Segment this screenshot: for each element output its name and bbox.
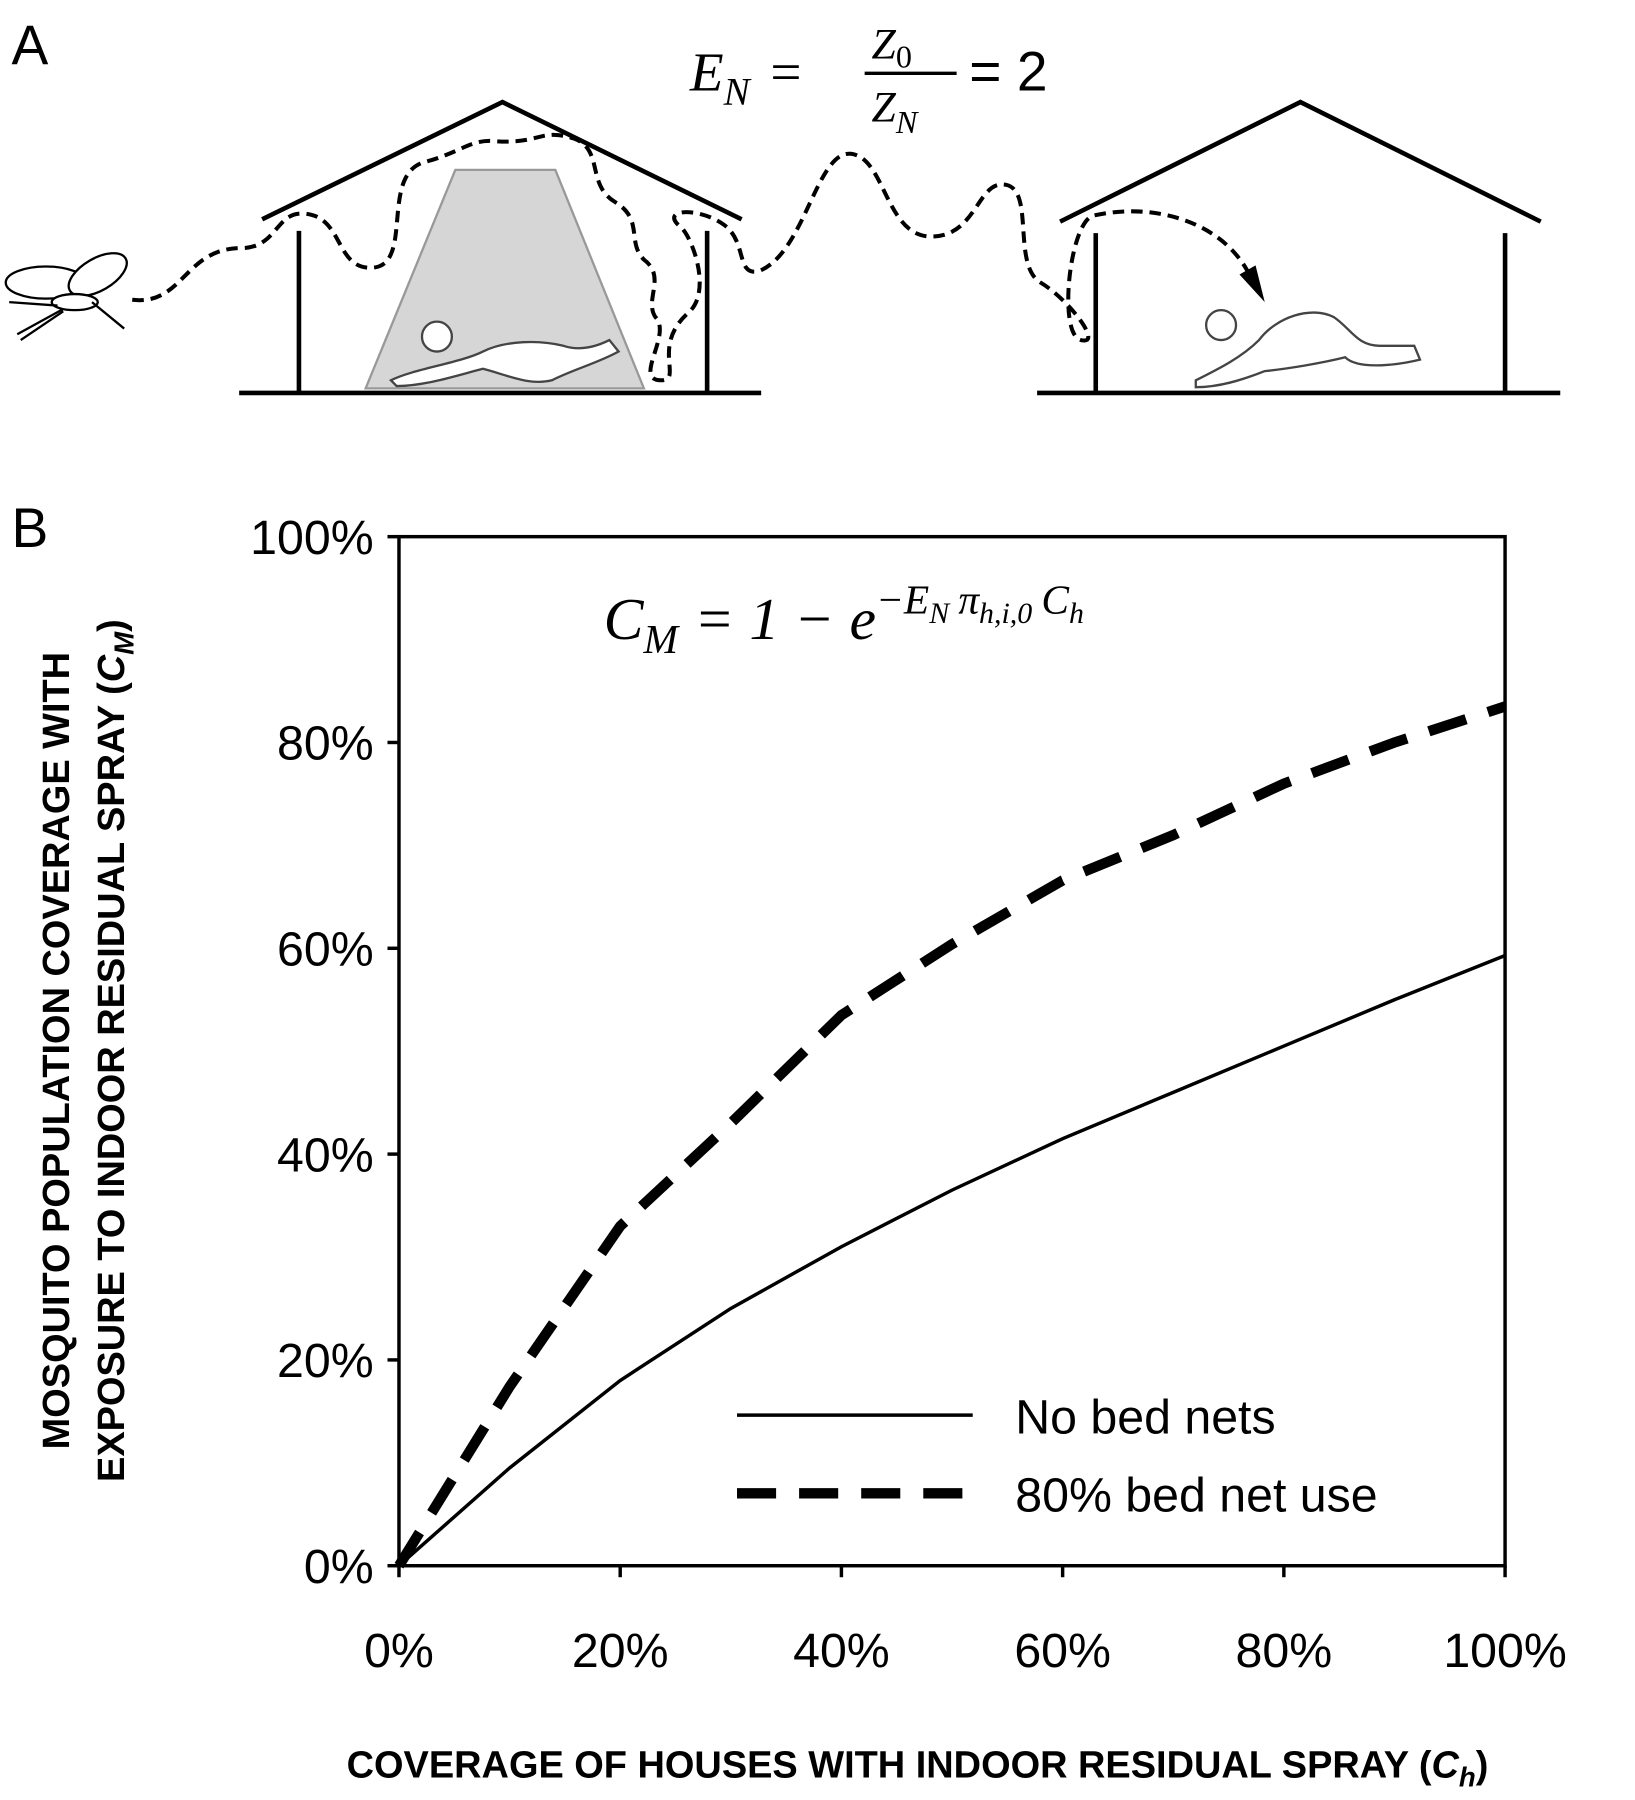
formula-part: h (1069, 597, 1084, 630)
equation-lhs: EN = (689, 42, 802, 114)
axis-label-part: h (1459, 1761, 1476, 1792)
equation-den: ZN (872, 84, 919, 140)
series-line (394, 701, 1507, 1569)
x-tick-label: 100% (1443, 1624, 1567, 1678)
eq-part: = (770, 42, 801, 103)
formula: CM = 1 − e−EN πh,i,0 Ch (604, 577, 1084, 662)
y-tick-label: 0% (304, 1540, 374, 1594)
x-tick-label: 80% (1236, 1624, 1333, 1678)
axis-label-part: EXPOSURE TO INDOOR RESIDUAL SPRAY ( (91, 682, 133, 1482)
axis-label-part: ) (1476, 1744, 1489, 1786)
formula-part: −E (876, 577, 929, 623)
x-tick-label: 40% (793, 1624, 890, 1678)
axis-label-line: EXPOSURE TO INDOOR RESIDUAL SPRAY (CM) (91, 619, 139, 1482)
eq-part: E (689, 42, 724, 103)
formula-part: C (604, 586, 645, 652)
eq-part: 0 (896, 39, 912, 75)
y-tick-label: 60% (277, 923, 374, 977)
formula-part: C (1041, 577, 1069, 623)
equation-num: Z0 (872, 20, 912, 74)
panel-label: A (11, 14, 48, 76)
formula-part: π (958, 577, 980, 623)
axis-label-part: ) (91, 619, 133, 632)
eq-part: N (895, 104, 919, 140)
formula-part: M (643, 616, 681, 662)
house-1 (239, 99, 762, 396)
x-axis-label: COVERAGE OF HOUSES WITH INDOOR RESIDUAL … (347, 1744, 1489, 1792)
plot-frame (397, 534, 1507, 1568)
eq-part: Z (872, 84, 897, 132)
formula-part: N (928, 597, 951, 630)
formula-part: = 1 − e (694, 586, 876, 652)
axis-label-part: C (1432, 1744, 1460, 1786)
eq-part: Z (872, 20, 897, 68)
axis-label-part: C (91, 654, 133, 682)
equation-rhs: = 2 (969, 41, 1047, 103)
axis-label-line: MOSQUITO POPULATION COVERAGE WITH (36, 652, 78, 1449)
flight-path (132, 132, 1250, 383)
house-2 (1037, 99, 1561, 396)
eq-part: N (723, 70, 752, 113)
x-tick-label: 60% (1014, 1624, 1111, 1678)
y-tick-label: 100% (250, 511, 374, 565)
series-line (397, 953, 1506, 1568)
mosquito (4, 252, 128, 342)
panel-label: B (11, 497, 48, 559)
y-tick-label: 80% (277, 717, 374, 771)
y-tick-label: 40% (277, 1128, 374, 1182)
axis-label-part: COVERAGE OF HOUSES WITH INDOOR RESIDUAL … (347, 1744, 1432, 1786)
x-tick-label: 0% (364, 1624, 434, 1678)
person-1 (388, 320, 621, 388)
axis-label-part: M (108, 631, 139, 655)
arrow-head (1239, 265, 1265, 303)
person-2 (1194, 309, 1422, 389)
y-axis-label: MOSQUITO POPULATION COVERAGE WITH EXPOSU… (36, 619, 139, 1482)
legend-label: No bed nets (1015, 1391, 1275, 1445)
formula-part: h,i,0 (979, 597, 1032, 630)
x-tick-label: 20% (572, 1624, 669, 1678)
y-tick-label: 20% (277, 1334, 374, 1388)
legend-label: 80% bed net use (1015, 1469, 1377, 1523)
